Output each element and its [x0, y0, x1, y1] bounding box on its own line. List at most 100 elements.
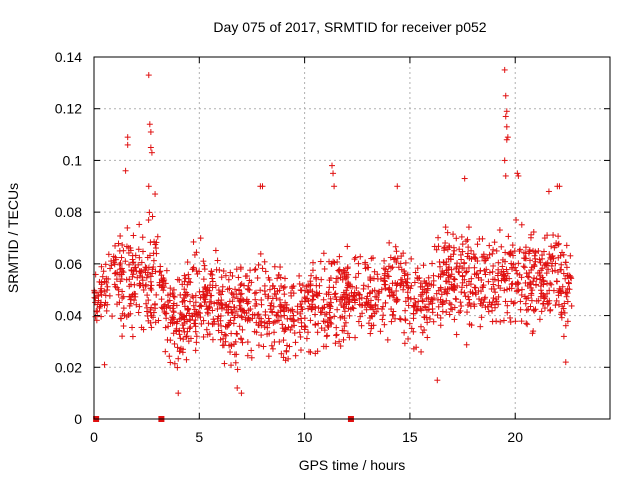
data-point [247, 305, 254, 312]
data-point [129, 324, 136, 331]
data-point [128, 266, 135, 273]
data-point [189, 266, 196, 273]
data-point [235, 274, 242, 281]
data-point [142, 269, 149, 276]
data-point [131, 264, 138, 271]
data-point [333, 324, 340, 331]
data-point [559, 249, 566, 256]
data-point [247, 267, 254, 274]
data-point [477, 323, 484, 330]
data-point [352, 334, 359, 341]
data-point [516, 271, 523, 278]
data-point [238, 290, 245, 297]
data-point [171, 340, 178, 347]
data-point [524, 273, 531, 280]
data-point [162, 348, 169, 355]
data-point [197, 302, 204, 309]
data-point [348, 289, 355, 296]
axis-ticks [93, 56, 610, 420]
data-point [504, 134, 511, 141]
data-point [386, 284, 393, 291]
data-point [209, 321, 216, 328]
data-point [547, 280, 554, 287]
data-point [297, 347, 304, 354]
data-point [448, 301, 455, 308]
data-point [120, 305, 127, 312]
data-point [118, 315, 125, 322]
data-point [175, 390, 182, 397]
data-point [453, 296, 460, 303]
data-point [502, 92, 509, 99]
data-point [502, 113, 509, 120]
x-axis-label: GPS time / hours [299, 457, 406, 473]
data-point [540, 281, 547, 288]
data-point [181, 291, 188, 298]
data-point [209, 307, 216, 314]
data-point [147, 273, 154, 280]
data-point [206, 303, 213, 310]
data-point [310, 296, 317, 303]
data-point [212, 282, 219, 289]
data-point [142, 281, 149, 288]
data-point [113, 276, 120, 283]
data-point [352, 297, 359, 304]
data-point [489, 250, 496, 257]
data-point [117, 232, 124, 239]
data-point [253, 319, 260, 326]
data-point [304, 295, 311, 302]
data-point [312, 305, 319, 312]
data-point [564, 273, 571, 280]
data-point [434, 296, 441, 303]
data-point [212, 247, 219, 254]
data-point [315, 320, 322, 327]
data-point [547, 306, 554, 313]
data-point [408, 255, 415, 262]
data-point [229, 310, 236, 317]
data-point [561, 309, 568, 316]
data-point [355, 270, 362, 277]
data-point [153, 291, 160, 298]
data-point [474, 241, 481, 248]
data-point [464, 309, 471, 316]
data-point [437, 314, 444, 321]
data-point [509, 242, 516, 249]
data-point [555, 254, 562, 261]
data-point [557, 287, 564, 294]
data-point [471, 264, 478, 271]
data-point [539, 255, 546, 262]
data-point [119, 310, 126, 317]
data-point [201, 262, 208, 269]
data-point [290, 283, 297, 290]
data-point [452, 284, 459, 291]
data-point [534, 270, 541, 277]
data-point [499, 256, 506, 263]
data-point [533, 275, 540, 282]
data-point [458, 289, 465, 296]
data-point [200, 258, 207, 265]
data-point [426, 280, 433, 287]
data-point [105, 251, 112, 258]
data-point [146, 121, 153, 128]
data-point [528, 267, 535, 274]
data-point [336, 253, 343, 260]
data-point [501, 157, 508, 164]
data-point [445, 264, 452, 271]
data-point [451, 304, 458, 311]
data-point [458, 233, 465, 240]
data-point [277, 264, 284, 271]
data-point [277, 313, 284, 320]
data-point [536, 256, 543, 263]
data-point [207, 282, 214, 289]
data-point [190, 238, 197, 245]
data-point [236, 323, 243, 330]
data-point [461, 175, 468, 182]
data-point [225, 303, 232, 310]
data-point [255, 322, 262, 329]
data-point [331, 183, 338, 190]
data-point [446, 311, 453, 318]
data-point [421, 303, 428, 310]
data-point [458, 284, 465, 291]
data-point [451, 275, 458, 282]
data-point [493, 247, 500, 254]
data-point [555, 240, 562, 247]
